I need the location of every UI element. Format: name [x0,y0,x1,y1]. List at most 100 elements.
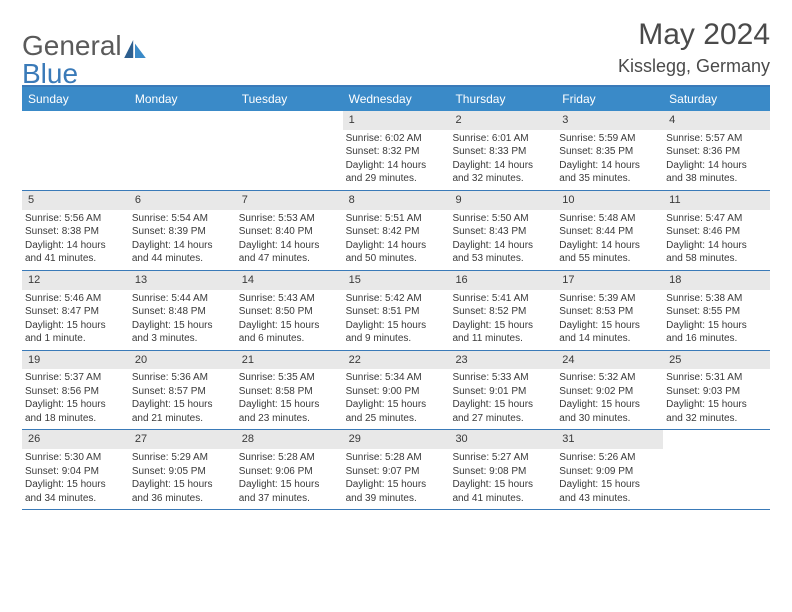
day-detail-line: Sunset: 8:39 PM [132,225,232,239]
day-number: 22 [343,351,450,370]
day-detail-line: Daylight: 15 hours and 25 minutes. [346,398,446,425]
week-row: 12 Sunrise: 5:46 AMSunset: 8:47 PM Dayligh… [22,271,770,351]
day-number: 15 [343,271,450,290]
day-number: 12 [22,271,129,290]
day-cell-11: 11 Sunrise: 5:47 AMSunset: 8:46 PMDayligh… [663,191,770,270]
day-detail-line: Daylight: 14 hours and 38 minutes. [666,159,766,186]
day-detail-line: Sunrise: 5:59 AM [559,132,659,146]
day-number: 24 [556,351,663,370]
day-details: Sunrise: 5:51 AMSunset: 8:42 PMDaylight:… [343,212,450,266]
day-detail-line: Sunrise: 5:32 AM [559,371,659,385]
day-cell-28: 28Sunrise: 5:28 AMSunset: 9:06 PMDayligh… [236,430,343,509]
day-number: 21 [236,351,343,370]
day-cell-31: 31 Sunrise: 5:26 AMSunset: 9:09 PMDayligh… [556,430,663,509]
day-detail-line: Sunrise: 5:56 AM [25,212,125,226]
day-detail-line: Sunrise: 5:54 AM [132,212,232,226]
day-details: Sunrise: 5:36 AMSunset: 8:57 PMDaylight:… [129,371,236,425]
day-detail-line: Sunrise: 5:39 AM [559,292,659,306]
day-number: 31 [556,430,663,449]
location: Kisslegg, Germany [618,56,770,77]
day-cell-30: 30Sunrise: 5:27 AMSunset: 9:08 PMDayligh… [449,430,556,509]
day-cell-9: 9Sunrise: 5:50 AMSunset: 8:43 PMDaylight… [449,191,556,270]
day-detail-line: Daylight: 15 hours and 23 minutes. [239,398,339,425]
day-detail-line: Sunset: 8:36 PM [666,145,766,159]
day-cell-8: 8Sunrise: 5:51 AMSunset: 8:42 PMDaylight… [343,191,450,270]
day-detail-line: Daylight: 15 hours and 39 minutes. [346,478,446,505]
day-cell-14: 14Sunrise: 5:43 AMSunset: 8:50 PMDayligh… [236,271,343,350]
day-detail-line: Sunset: 8:47 PM [25,305,125,319]
day-cell-empty [236,111,343,190]
day-number: 25 [663,351,770,370]
day-details: Sunrise: 6:02 AMSunset: 8:32 PMDaylight:… [343,132,450,186]
day-details: Sunrise: 5:50 AMSunset: 8:43 PMDaylight:… [449,212,556,266]
day-detail-line: Sunset: 8:38 PM [25,225,125,239]
day-detail-line: Daylight: 14 hours and 29 minutes. [346,159,446,186]
day-detail-line: Daylight: 15 hours and 43 minutes. [559,478,659,505]
day-details: Sunrise: 5:47 AMSunset: 8:46 PMDaylight:… [663,212,770,266]
day-detail-line: Sunrise: 5:46 AM [25,292,125,306]
header: General May 2024 Kisslegg, Germany [22,18,770,77]
day-detail-line: Sunrise: 5:33 AM [452,371,552,385]
day-details: Sunrise: 5:32 AMSunset: 9:02 PMDaylight:… [556,371,663,425]
day-detail-line: Daylight: 14 hours and 53 minutes. [452,239,552,266]
day-details: Sunrise: 5:26 AMSunset: 9:09 PMDaylight:… [556,451,663,505]
day-number: 11 [663,191,770,210]
day-detail-line: Sunset: 8:43 PM [452,225,552,239]
day-cell-3: 3Sunrise: 5:59 AMSunset: 8:35 PMDaylight… [556,111,663,190]
day-detail-line: Sunset: 8:50 PM [239,305,339,319]
day-detail-line: Sunrise: 5:37 AM [25,371,125,385]
day-cell-7: 7Sunrise: 5:53 AMSunset: 8:40 PMDaylight… [236,191,343,270]
day-detail-line: Daylight: 14 hours and 41 minutes. [25,239,125,266]
weekday-friday: Friday [556,87,663,111]
day-cell-6: 6Sunrise: 5:54 AMSunset: 8:39 PMDaylight… [129,191,236,270]
day-cell-19: 19Sunrise: 5:37 AMSunset: 8:56 PMDayligh… [22,351,129,430]
day-cell-10: 10Sunrise: 5:48 AMSunset: 8:44 PMDayligh… [556,191,663,270]
day-detail-line: Sunset: 8:56 PM [25,385,125,399]
day-cell-1: 1Sunrise: 6:02 AMSunset: 8:32 PMDaylight… [343,111,450,190]
day-details: Sunrise: 5:28 AMSunset: 9:06 PMDaylight:… [236,451,343,505]
day-number: 19 [22,351,129,370]
day-detail-line: Daylight: 15 hours and 32 minutes. [666,398,766,425]
day-detail-line: Daylight: 15 hours and 18 minutes. [25,398,125,425]
day-detail-line: Sunrise: 5:27 AM [452,451,552,465]
day-detail-line: Sunset: 9:03 PM [666,385,766,399]
day-detail-line: Sunrise: 5:36 AM [132,371,232,385]
day-cell-4: 4Sunrise: 5:57 AMSunset: 8:36 PMDaylight… [663,111,770,190]
day-detail-line: Sunset: 9:02 PM [559,385,659,399]
day-detail-line: Daylight: 15 hours and 21 minutes. [132,398,232,425]
day-detail-line: Sunset: 8:35 PM [559,145,659,159]
day-detail-line: Sunset: 8:58 PM [239,385,339,399]
day-detail-line: Sunset: 8:48 PM [132,305,232,319]
day-detail-line: Sunrise: 5:51 AM [346,212,446,226]
day-cell-20: 20Sunrise: 5:36 AMSunset: 8:57 PMDayligh… [129,351,236,430]
week-row: 19Sunrise: 5:37 AMSunset: 8:56 PMDayligh… [22,351,770,431]
day-detail-line: Daylight: 15 hours and 6 minutes. [239,319,339,346]
day-cell-24: 24Sunrise: 5:32 AMSunset: 9:02 PMDayligh… [556,351,663,430]
day-number: 14 [236,271,343,290]
day-detail-line: Sunrise: 5:42 AM [346,292,446,306]
day-detail-line: Sunset: 8:52 PM [452,305,552,319]
day-detail-line: Daylight: 15 hours and 30 minutes. [559,398,659,425]
day-detail-line: Daylight: 15 hours and 34 minutes. [25,478,125,505]
day-detail-line: Sunrise: 5:47 AM [666,212,766,226]
weekday-saturday: Saturday [663,87,770,111]
title-block: May 2024 Kisslegg, Germany [618,18,770,77]
day-number: 18 [663,271,770,290]
day-details: Sunrise: 5:59 AMSunset: 8:35 PMDaylight:… [556,132,663,186]
day-details: Sunrise: 5:33 AMSunset: 9:01 PMDaylight:… [449,371,556,425]
calendar-body: 1Sunrise: 6:02 AMSunset: 8:32 PMDaylight… [22,111,770,510]
day-cell-empty [22,111,129,190]
day-detail-line: Sunrise: 5:44 AM [132,292,232,306]
day-details: Sunrise: 5:42 AMSunset: 8:51 PMDaylight:… [343,292,450,346]
day-detail-line: Sunrise: 6:01 AM [452,132,552,146]
day-details: Sunrise: 5:37 AMSunset: 8:56 PMDaylight:… [22,371,129,425]
day-number: 23 [449,351,556,370]
day-detail-line: Sunrise: 5:28 AM [239,451,339,465]
day-details: Sunrise: 5:41 AMSunset: 8:52 PMDaylight:… [449,292,556,346]
day-detail-line: Daylight: 14 hours and 32 minutes. [452,159,552,186]
day-details: Sunrise: 5:54 AMSunset: 8:39 PMDaylight:… [129,212,236,266]
weekday-tuesday: Tuesday [236,87,343,111]
day-detail-line: Sunrise: 5:26 AM [559,451,659,465]
day-detail-line: Sunset: 9:04 PM [25,465,125,479]
day-number [22,111,129,128]
